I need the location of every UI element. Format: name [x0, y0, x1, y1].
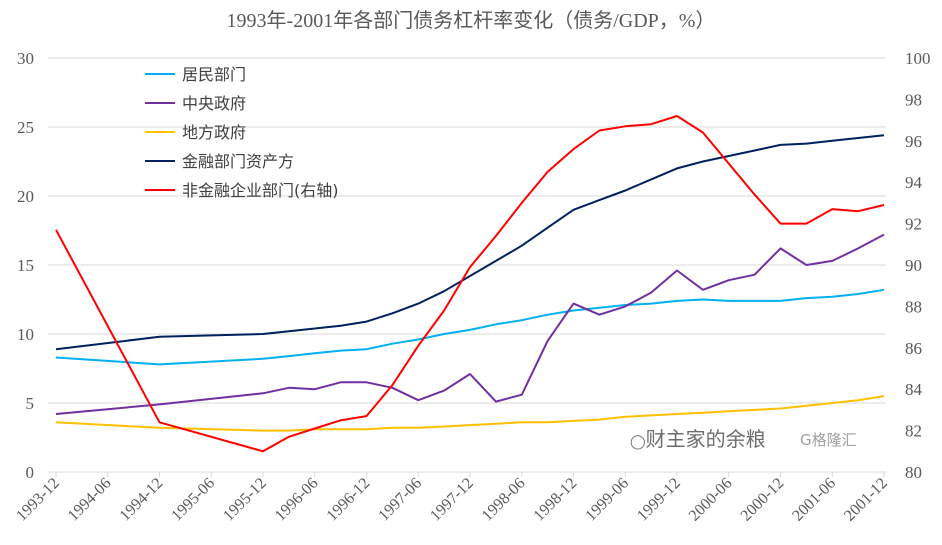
wechat-watermark-text: 财主家的余粮	[645, 427, 766, 451]
right-axis-tick-label: 92	[905, 215, 922, 234]
legend-label: 非金融企业部门(右轴)	[182, 181, 339, 200]
series-line-3	[55, 395, 885, 432]
right-axis-tick-label: 98	[905, 90, 922, 109]
left-axis-tick-label: 30	[17, 49, 34, 68]
brand-watermark-text: 格隆汇	[811, 431, 857, 449]
chart-title: 1993年-2001年各部门债务杠杆率变化（债务/GDP，%）	[227, 9, 716, 32]
right-axis-tick-label: 100	[905, 49, 931, 68]
x-axis-tick-label: 1996-06	[272, 475, 322, 525]
x-axis-tick-label: 2001-12	[841, 475, 891, 525]
series-line-2	[55, 233, 885, 415]
wechat-watermark: ◯财主家的余粮	[630, 428, 766, 450]
x-axis-tick-label: 1997-12	[427, 475, 477, 525]
right-axis-tick-label: 82	[905, 422, 922, 441]
left-axis-tick-label: 15	[17, 256, 34, 275]
x-axis-tick-label: 1999-12	[634, 475, 684, 525]
x-axis-tick-label: 2000-06	[686, 475, 736, 525]
wechat-icon: ◯	[630, 434, 646, 450]
legend-label: 居民部门	[182, 65, 246, 84]
x-axis-tick-label: 1998-06	[479, 475, 529, 525]
right-axis-tick-label: 96	[905, 132, 922, 151]
left-axis-tick-label: 20	[17, 187, 34, 206]
series-line-1	[55, 288, 885, 366]
legend-label: 中央政府	[182, 94, 246, 113]
right-axis-tick-label: 84	[905, 380, 923, 399]
x-axis-tick-label: 1997-06	[375, 475, 425, 525]
x-axis-tick-label: 2000-12	[738, 475, 788, 525]
x-axis-tick-label: 1999-06	[582, 475, 632, 525]
x-axis-tick-label: 1995-06	[168, 475, 218, 525]
right-axis-tick-label: 86	[905, 339, 922, 358]
x-axis-tick-label: 1996-12	[324, 475, 374, 525]
brand-watermark: G格隆汇	[800, 432, 857, 449]
left-axis-tick-label: 25	[17, 118, 34, 137]
right-axis-tick-label: 80	[905, 463, 922, 482]
series-line-4	[55, 134, 885, 351]
x-axis-tick-label: 2001-06	[789, 475, 839, 525]
right-axis-tick-label: 90	[905, 256, 922, 275]
x-axis-tick-label: 1994-12	[117, 475, 167, 525]
left-axis-tick-label: 5	[26, 394, 35, 413]
right-axis-tick-label: 94	[905, 173, 923, 192]
left-axis-tick-label: 10	[17, 325, 34, 344]
x-axis-tick-label: 1998-12	[531, 475, 581, 525]
series-line-5	[55, 115, 885, 453]
brand-logo-icon: G	[800, 431, 812, 449]
x-axis-tick-label: 1994-06	[65, 475, 115, 525]
legend-label: 地方政府	[182, 123, 246, 142]
x-axis-tick-label: 1993-12	[13, 475, 63, 525]
right-axis-tick-label: 88	[905, 297, 922, 316]
x-axis-tick-label: 1995-12	[220, 475, 270, 525]
left-axis-tick-label: 0	[26, 463, 35, 482]
legend-label: 金融部门资产方	[182, 152, 294, 171]
